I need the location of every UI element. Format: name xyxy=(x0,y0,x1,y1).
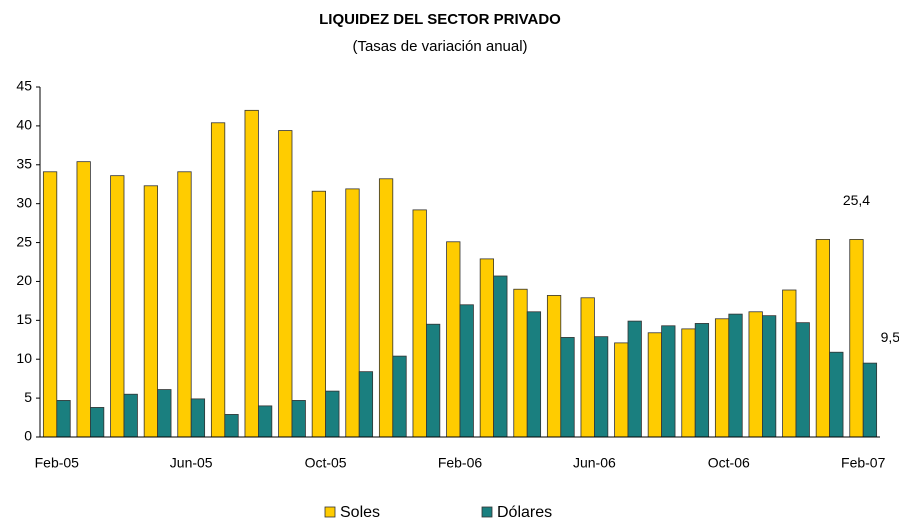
bar xyxy=(459,304,474,438)
bar xyxy=(661,325,676,438)
x-tick-label: Oct-05 xyxy=(305,455,347,471)
legend-swatch xyxy=(481,506,493,518)
data-label: 25,4 xyxy=(843,192,870,208)
bar xyxy=(278,130,293,438)
bar xyxy=(782,289,797,438)
bar xyxy=(90,407,105,438)
bar xyxy=(479,258,495,438)
bar xyxy=(378,178,394,438)
bar xyxy=(446,241,461,438)
bar xyxy=(580,297,595,438)
data-label: 9,5 xyxy=(881,329,899,345)
bar xyxy=(862,362,878,438)
bar xyxy=(358,371,374,438)
bar xyxy=(560,337,575,438)
bar xyxy=(257,405,273,438)
bar xyxy=(244,109,259,438)
bar xyxy=(815,239,830,438)
y-tick-label: 0 xyxy=(24,428,32,444)
bar xyxy=(627,320,642,438)
bar xyxy=(526,311,542,438)
bar xyxy=(291,400,306,438)
bar xyxy=(345,188,360,438)
bar xyxy=(748,311,763,438)
bar xyxy=(143,185,159,438)
bar xyxy=(110,175,125,438)
bar xyxy=(425,323,441,438)
bar xyxy=(546,295,562,438)
bar xyxy=(594,336,609,438)
y-tick-label: 20 xyxy=(16,272,32,288)
bar xyxy=(42,171,58,438)
bar xyxy=(412,209,427,438)
bar xyxy=(762,315,777,438)
bar xyxy=(714,318,730,438)
bar xyxy=(76,161,91,438)
bar xyxy=(224,414,239,438)
bar xyxy=(829,351,844,438)
bar xyxy=(513,288,528,438)
chart-title: LIQUIDEZ DEL SECTOR PRIVADO xyxy=(319,11,561,28)
y-tick-label: 15 xyxy=(16,311,32,327)
y-tick-label: 25 xyxy=(16,233,32,249)
bar xyxy=(694,323,710,438)
bar xyxy=(325,390,340,438)
y-tick-label: 35 xyxy=(16,155,32,171)
bar xyxy=(190,398,206,438)
x-tick-label: Feb-07 xyxy=(841,455,886,471)
x-tick-label: Jun-06 xyxy=(573,455,616,471)
y-tick-label: 10 xyxy=(16,350,32,366)
bar xyxy=(392,355,407,438)
chart-subtitle: (Tasas de variación anual) xyxy=(352,38,527,55)
bar xyxy=(614,342,629,438)
legend-swatch xyxy=(324,506,336,518)
bar xyxy=(177,171,192,438)
x-tick-label: Feb-06 xyxy=(438,455,483,471)
bar xyxy=(728,313,743,438)
legend-label: Soles xyxy=(340,504,380,521)
bar xyxy=(311,190,327,438)
bar xyxy=(795,322,810,438)
legend-label: Dólares xyxy=(497,504,552,521)
y-tick-label: 5 xyxy=(24,389,32,405)
bar xyxy=(123,393,138,438)
y-tick-label: 40 xyxy=(16,117,32,133)
bar xyxy=(56,400,71,438)
bar xyxy=(493,275,508,438)
x-tick-label: Jun-05 xyxy=(170,455,213,471)
x-tick-label: Feb-05 xyxy=(35,455,80,471)
bar xyxy=(681,328,696,438)
x-tick-label: Oct-06 xyxy=(708,455,750,471)
y-tick-label: 45 xyxy=(16,78,32,94)
bar xyxy=(849,239,864,438)
y-tick-label: 30 xyxy=(16,194,32,210)
bar xyxy=(210,122,226,438)
bar xyxy=(157,389,172,438)
bar xyxy=(647,332,662,438)
